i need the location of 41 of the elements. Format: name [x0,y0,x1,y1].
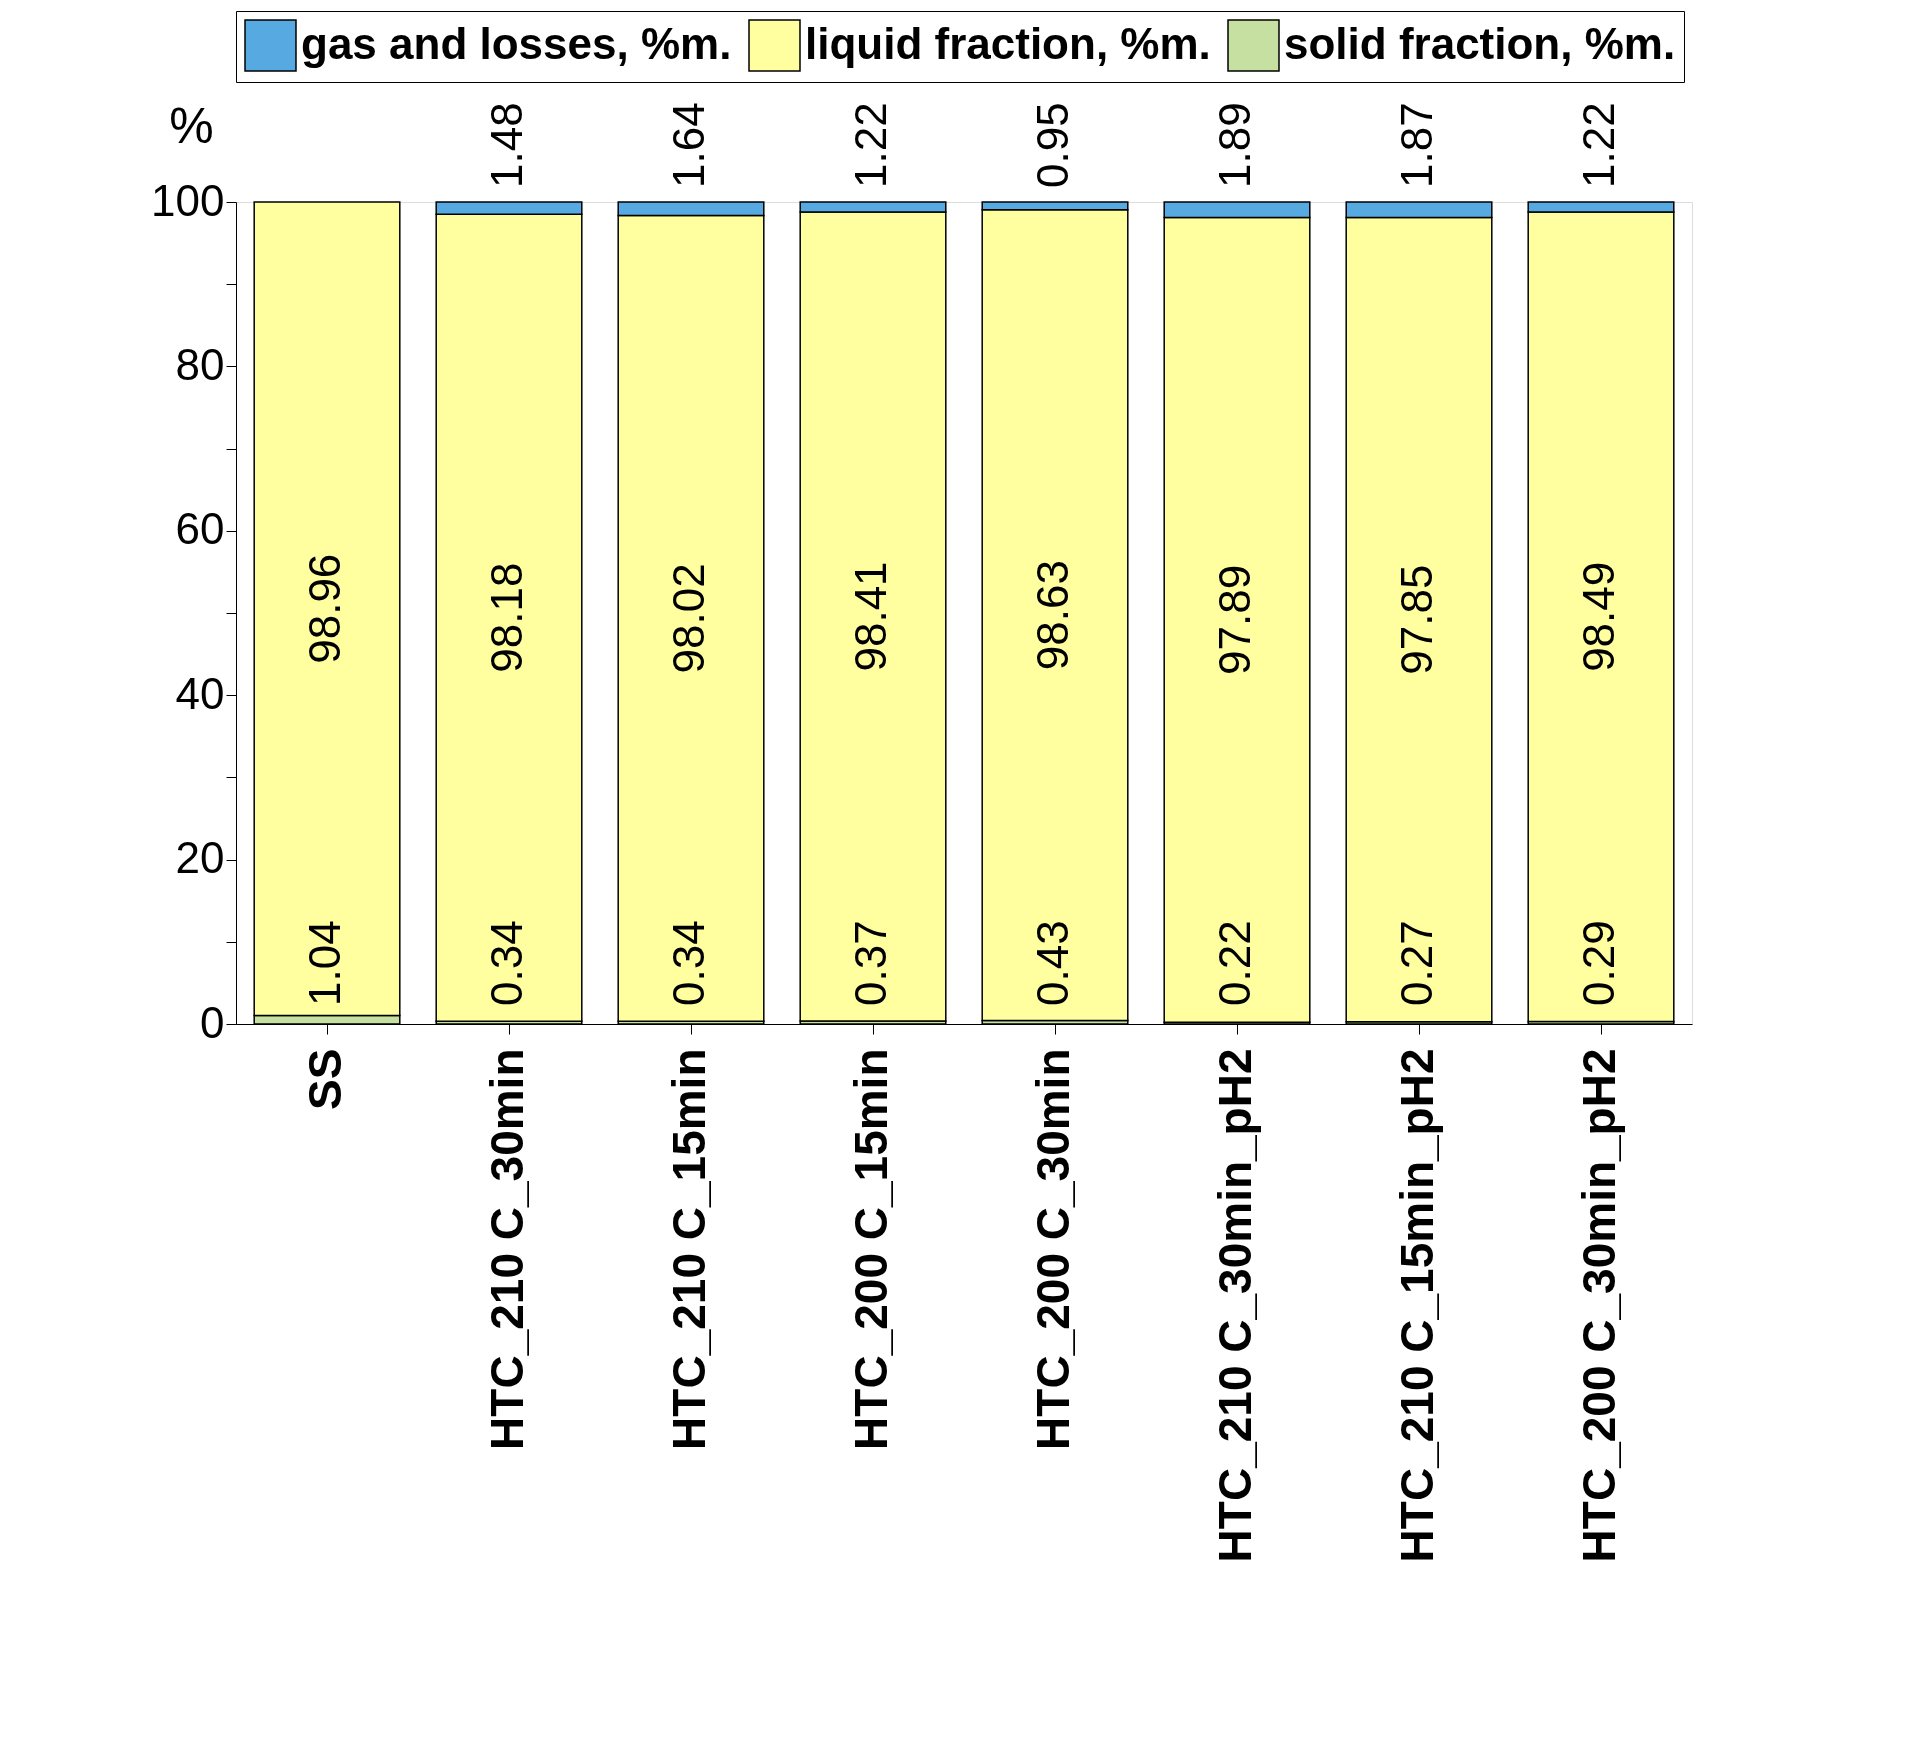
x-tick-label: HTC_210 C_15min_pH2 [1391,1048,1443,1563]
data-label: 98.63 [1028,560,1077,671]
data-label: 0.22 [1210,920,1259,1006]
x-tick-label: HTC_210 C_30min [481,1048,533,1450]
x-tick-label: SS [299,1048,351,1110]
data-label: 1.04 [300,920,349,1006]
data-label: 1.22 [1574,102,1623,188]
data-label: 98.96 [300,553,349,664]
data-label: 98.18 [482,562,531,673]
data-label: 0.95 [1028,102,1077,188]
data-label: 0.27 [1392,920,1441,1006]
y-axis-title: % [169,97,214,154]
x-tick-label: HTC_200 C_30min [1027,1048,1079,1450]
x-tick-label: HTC_210 C_15min [663,1048,715,1450]
data-label: 98.49 [1574,561,1623,672]
data-label: 0.43 [1028,920,1077,1006]
data-label: 0.29 [1574,920,1623,1006]
x-tick-label: HTC_200 C_15min [845,1048,897,1450]
data-label: 98.02 [664,563,713,674]
y-tick-label: 0 [200,997,225,1047]
x-tick-label: HTC_210 C_30min_pH2 [1209,1048,1261,1563]
x-tick-label: HTC_200 C_30min_pH2 [1573,1048,1625,1563]
data-label: 1.87 [1392,102,1441,188]
data-label: 97.89 [1210,564,1259,675]
data-label: 0.34 [664,920,713,1006]
y-tick-label: 80 [175,339,225,389]
data-label: 1.48 [482,102,531,188]
data-label: 98.41 [846,561,895,672]
y-tick-label: 60 [175,504,225,554]
y-tick-label: 20 [175,833,225,883]
data-label: 0.37 [846,920,895,1006]
y-tick-label: 100 [151,175,225,225]
legend-label: liquid fraction, %m. [805,18,1211,68]
y-tick-label: 40 [175,668,225,718]
legend-label: solid fraction, %m. [1284,18,1676,68]
data-label: 0.34 [482,920,531,1006]
data-label: 97.85 [1392,564,1441,675]
legend-label: gas and losses, %m. [301,18,732,68]
data-label: 1.64 [664,102,713,188]
data-label: 1.89 [1210,102,1259,188]
data-label: 1.22 [846,102,895,188]
